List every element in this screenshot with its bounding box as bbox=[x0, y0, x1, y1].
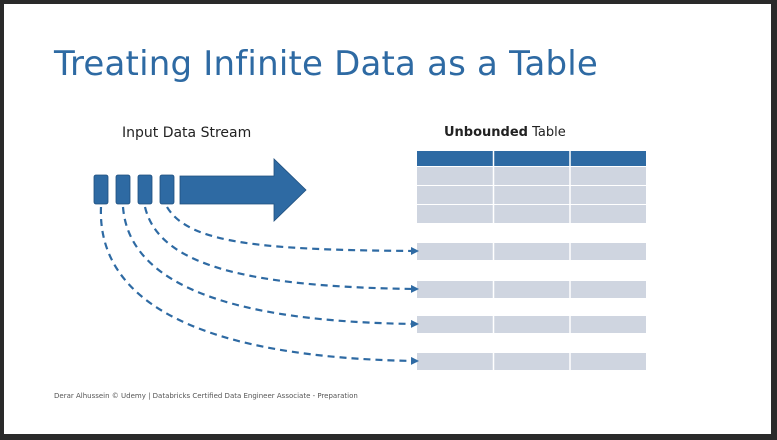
table-appended-row-2 bbox=[417, 281, 646, 298]
stream-block-2 bbox=[115, 174, 131, 205]
stream-to-table-diagram bbox=[93, 151, 646, 370]
table-appended-row-3 bbox=[417, 316, 646, 333]
table-appended-row-1 bbox=[417, 243, 646, 260]
unbounded-table-label: Unbounded Table bbox=[444, 125, 566, 140]
stream-connector-3 bbox=[121, 206, 419, 328]
stream-connector-1 bbox=[166, 206, 419, 255]
slide: Treating Infinite Data as a Table Input … bbox=[4, 4, 771, 434]
table-initial-rows bbox=[417, 167, 646, 223]
stream-connector-4 bbox=[99, 206, 419, 365]
stream-arrow bbox=[179, 158, 307, 222]
table-appended-row-4 bbox=[417, 353, 646, 370]
stream-block-4 bbox=[159, 174, 175, 205]
stream-connector-2 bbox=[143, 206, 419, 293]
unbounded-table-label-rest: Table bbox=[528, 125, 566, 140]
slide-footer: Derar Alhussein © Udemy | Databricks Cer… bbox=[54, 392, 358, 400]
stream-block-1 bbox=[93, 174, 109, 205]
input-stream-label: Input Data Stream bbox=[122, 125, 252, 141]
unbounded-table-label-bold: Unbounded bbox=[444, 125, 528, 140]
slide-title: Treating Infinite Data as a Table bbox=[54, 44, 599, 84]
stream-block-3 bbox=[137, 174, 153, 205]
table-header bbox=[417, 151, 646, 166]
